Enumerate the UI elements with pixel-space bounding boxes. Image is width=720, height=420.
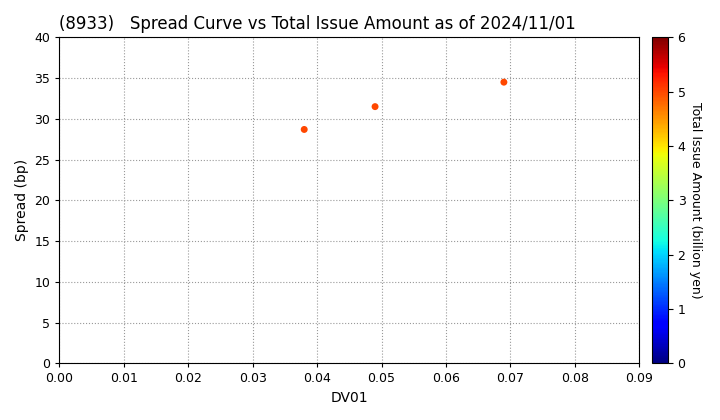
X-axis label: DV01: DV01 bbox=[330, 391, 368, 405]
Point bbox=[369, 103, 381, 110]
Point bbox=[299, 126, 310, 133]
Text: (8933)   Spread Curve vs Total Issue Amount as of 2024/11/01: (8933) Spread Curve vs Total Issue Amoun… bbox=[60, 15, 576, 33]
Y-axis label: Total Issue Amount (billion yen): Total Issue Amount (billion yen) bbox=[689, 102, 702, 299]
Point bbox=[498, 79, 510, 86]
Y-axis label: Spread (bp): Spread (bp) bbox=[15, 159, 29, 242]
